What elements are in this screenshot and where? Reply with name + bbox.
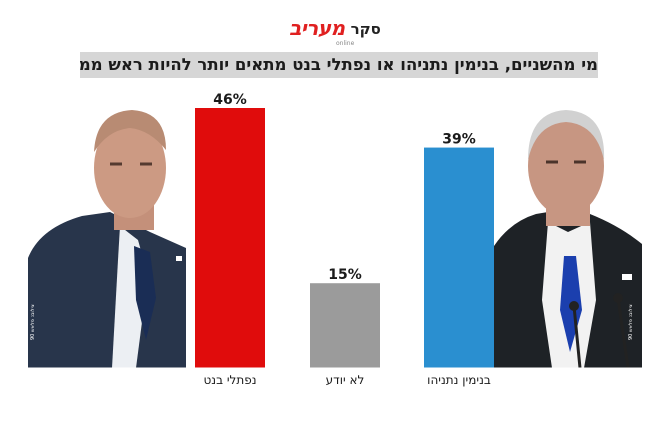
bar-netanyahu <box>424 147 494 368</box>
poll-word: סקר <box>350 20 381 38</box>
bennett-photo: צילום: פלאש 90 <box>28 110 186 368</box>
value-label-dont-know: 15% <box>328 267 362 283</box>
poll-logo: סקר מעריב <box>289 18 381 38</box>
brand-sub: online <box>336 40 355 47</box>
category-label-netanyahu: בנימין נתניהו <box>427 373 491 387</box>
netanyahu-photo: צילום: פלאש 90 <box>494 110 642 369</box>
header: סקר מעריב <box>0 18 670 38</box>
brand-logo: מעריב <box>289 16 345 40</box>
question-band <box>80 52 598 78</box>
bar-bennett <box>195 108 265 368</box>
photo-credit-left: צילום: פלאש 90 <box>30 304 36 340</box>
bar-dont-know <box>310 283 380 368</box>
photo-credit-right: צילום: פלאש 90 <box>628 304 634 340</box>
category-label-bennett: נפתלי בנט <box>203 373 256 387</box>
poll-question: מי מהשניים, בנימין נתניהו או נפתלי בנט מ… <box>80 55 598 74</box>
value-label-bennett: 46% <box>213 92 247 108</box>
category-label-dont-know: לא יודע <box>326 373 365 387</box>
bars-group: 46% נפתלי בנט 15% לא יודע 39% בנימין נתניהו <box>195 92 494 387</box>
value-label-netanyahu: 39% <box>442 132 476 148</box>
